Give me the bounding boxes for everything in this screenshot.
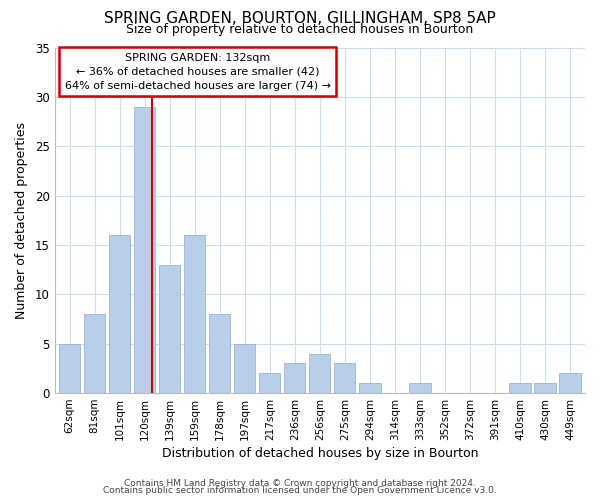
Bar bbox=[234, 344, 256, 393]
Bar bbox=[509, 383, 530, 393]
Text: SPRING GARDEN: 132sqm
← 36% of detached houses are smaller (42)
64% of semi-deta: SPRING GARDEN: 132sqm ← 36% of detached … bbox=[65, 52, 331, 90]
Bar bbox=[134, 106, 155, 393]
Bar bbox=[159, 264, 181, 393]
Bar bbox=[184, 235, 205, 393]
Bar bbox=[59, 344, 80, 393]
Bar bbox=[409, 383, 431, 393]
Text: Size of property relative to detached houses in Bourton: Size of property relative to detached ho… bbox=[127, 22, 473, 36]
X-axis label: Distribution of detached houses by size in Bourton: Distribution of detached houses by size … bbox=[161, 447, 478, 460]
Y-axis label: Number of detached properties: Number of detached properties bbox=[15, 122, 28, 319]
Bar bbox=[359, 383, 380, 393]
Bar bbox=[535, 383, 556, 393]
Bar bbox=[559, 374, 581, 393]
Bar bbox=[259, 374, 280, 393]
Bar bbox=[84, 314, 106, 393]
Text: Contains HM Land Registry data © Crown copyright and database right 2024.: Contains HM Land Registry data © Crown c… bbox=[124, 478, 476, 488]
Bar bbox=[109, 235, 130, 393]
Text: SPRING GARDEN, BOURTON, GILLINGHAM, SP8 5AP: SPRING GARDEN, BOURTON, GILLINGHAM, SP8 … bbox=[104, 11, 496, 26]
Bar bbox=[334, 364, 355, 393]
Bar bbox=[209, 314, 230, 393]
Bar bbox=[309, 354, 331, 393]
Bar bbox=[284, 364, 305, 393]
Text: Contains public sector information licensed under the Open Government Licence v3: Contains public sector information licen… bbox=[103, 486, 497, 495]
